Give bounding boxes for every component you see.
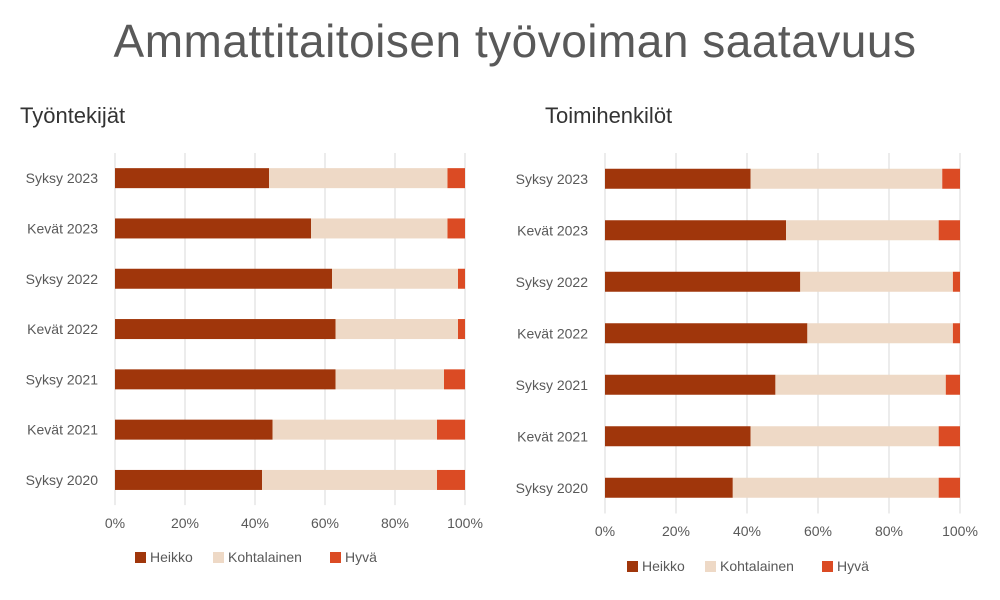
bar-kohtalainen bbox=[262, 469, 437, 490]
bar-heikko bbox=[605, 426, 751, 447]
bar-heikko bbox=[605, 323, 808, 344]
x-tick-label: 80% bbox=[875, 523, 903, 539]
chart-title: Toimihenkilöt bbox=[545, 103, 673, 128]
bar-hyva bbox=[447, 168, 465, 189]
legend-label: Heikko bbox=[642, 558, 685, 574]
bar-kohtalainen bbox=[750, 168, 943, 189]
chart-title: Työntekijät bbox=[20, 103, 126, 128]
bar-heikko bbox=[115, 419, 273, 440]
bar-hyva bbox=[938, 220, 960, 241]
bar-hyva bbox=[458, 319, 465, 340]
bar-kohtalainen bbox=[750, 426, 939, 447]
y-category-label: Syksy 2022 bbox=[516, 274, 589, 290]
bar-heikko bbox=[605, 374, 776, 395]
bar-hyva bbox=[458, 268, 465, 289]
bar-hyva bbox=[437, 419, 465, 440]
bar-hyva bbox=[952, 323, 960, 344]
x-tick-label: 80% bbox=[381, 515, 409, 531]
y-category-label: Syksy 2020 bbox=[26, 472, 99, 488]
bar-kohtalainen bbox=[311, 218, 448, 239]
bar-heikko bbox=[115, 369, 336, 390]
x-tick-label: 100% bbox=[447, 515, 483, 531]
bar-kohtalainen bbox=[335, 319, 458, 340]
x-tick-label: 0% bbox=[595, 523, 615, 539]
legend-label: Hyvä bbox=[837, 558, 869, 574]
y-category-label: Syksy 2022 bbox=[26, 271, 99, 287]
bar-hyva bbox=[447, 218, 465, 239]
legend-swatch-hyva bbox=[822, 561, 833, 572]
bar-hyva bbox=[938, 426, 960, 447]
y-category-label: Syksy 2021 bbox=[26, 371, 99, 387]
bar-kohtalainen bbox=[807, 323, 953, 344]
chart-tyontekijat: 0% 20% 40% 60% 80% 100% Syksy 2023 Kevät 2023 Sy… bbox=[26, 153, 483, 565]
legend-swatch-heikko bbox=[135, 552, 146, 563]
y-category-label: Kevät 2023 bbox=[27, 220, 98, 236]
bar-heikko bbox=[115, 469, 262, 490]
bar-heikko bbox=[605, 220, 787, 241]
legend-swatch-hyva bbox=[330, 552, 341, 563]
bar-kohtalainen bbox=[332, 268, 458, 289]
y-category-label: Syksy 2023 bbox=[516, 171, 589, 187]
bar-hyva bbox=[938, 477, 960, 498]
bar-heikko bbox=[115, 268, 332, 289]
y-category-label: Kevät 2022 bbox=[27, 321, 98, 337]
y-category-label: Syksy 2020 bbox=[516, 480, 589, 496]
legend-label: Hyvä bbox=[345, 549, 377, 565]
x-tick-label: 40% bbox=[733, 523, 761, 539]
bar-heikko bbox=[605, 168, 751, 189]
y-category-label: Kevät 2022 bbox=[517, 325, 588, 341]
y-category-label: Kevät 2021 bbox=[517, 428, 588, 444]
bar-heikko bbox=[115, 319, 336, 340]
bar-heikko bbox=[605, 477, 733, 498]
bar-kohtalainen bbox=[732, 477, 939, 498]
x-tick-label: 60% bbox=[311, 515, 339, 531]
y-category-label: Syksy 2023 bbox=[26, 170, 99, 186]
bar-kohtalainen bbox=[335, 369, 444, 390]
bar-hyva bbox=[437, 469, 465, 490]
y-category-label: Kevät 2021 bbox=[27, 422, 98, 438]
bar-kohtalainen bbox=[786, 220, 939, 241]
bar-heikko bbox=[115, 168, 269, 189]
bar-heikko bbox=[115, 218, 311, 239]
x-tick-label: 20% bbox=[662, 523, 690, 539]
y-category-label: Syksy 2021 bbox=[516, 377, 589, 393]
legend-label: Kohtalainen bbox=[720, 558, 794, 574]
x-tick-label: 40% bbox=[241, 515, 269, 531]
legend-label: Kohtalainen bbox=[228, 549, 302, 565]
bar-heikko bbox=[605, 271, 801, 292]
bar-hyva bbox=[444, 369, 465, 390]
legend-swatch-kohtalainen bbox=[213, 552, 224, 563]
bar-hyva bbox=[952, 271, 960, 292]
bar-hyva bbox=[945, 374, 960, 395]
bar-kohtalainen bbox=[775, 374, 946, 395]
legend-swatch-kohtalainen bbox=[705, 561, 716, 572]
bar-kohtalainen bbox=[272, 419, 437, 440]
legend-swatch-heikko bbox=[627, 561, 638, 572]
y-category-label: Kevät 2023 bbox=[517, 222, 588, 238]
x-tick-label: 20% bbox=[171, 515, 199, 531]
x-tick-label: 0% bbox=[105, 515, 125, 531]
bar-hyva bbox=[942, 168, 960, 189]
bar-kohtalainen bbox=[269, 168, 448, 189]
legend-label: Heikko bbox=[150, 549, 193, 565]
page-title: Ammattitaitoisen työvoiman saatavuus bbox=[113, 15, 917, 67]
x-tick-label: 100% bbox=[942, 523, 978, 539]
x-tick-label: 60% bbox=[804, 523, 832, 539]
bar-kohtalainen bbox=[800, 271, 953, 292]
